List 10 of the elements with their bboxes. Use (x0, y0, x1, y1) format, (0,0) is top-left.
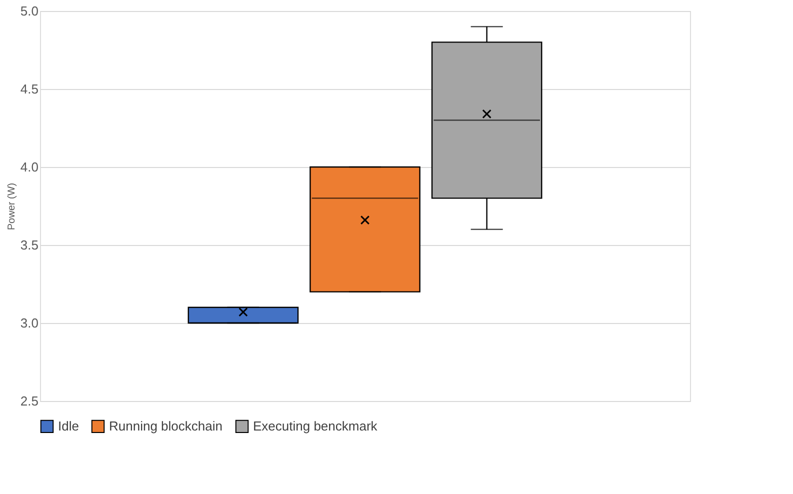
y-tick-label: 5.0 (20, 4, 38, 18)
legend-label: Running blockchain (109, 418, 222, 434)
legend-label: Executing benckmark (253, 418, 378, 434)
y-tick-label: 4.5 (20, 82, 38, 96)
y-tick-label: 4.0 (20, 160, 38, 174)
legend-label: Idle (58, 418, 79, 434)
y-tick-label: 2.5 (20, 394, 38, 408)
y-tick-label: 3.0 (20, 316, 38, 330)
y-tick-label: 3.5 (20, 238, 38, 252)
y-axis-title: Power (W) (6, 182, 18, 230)
